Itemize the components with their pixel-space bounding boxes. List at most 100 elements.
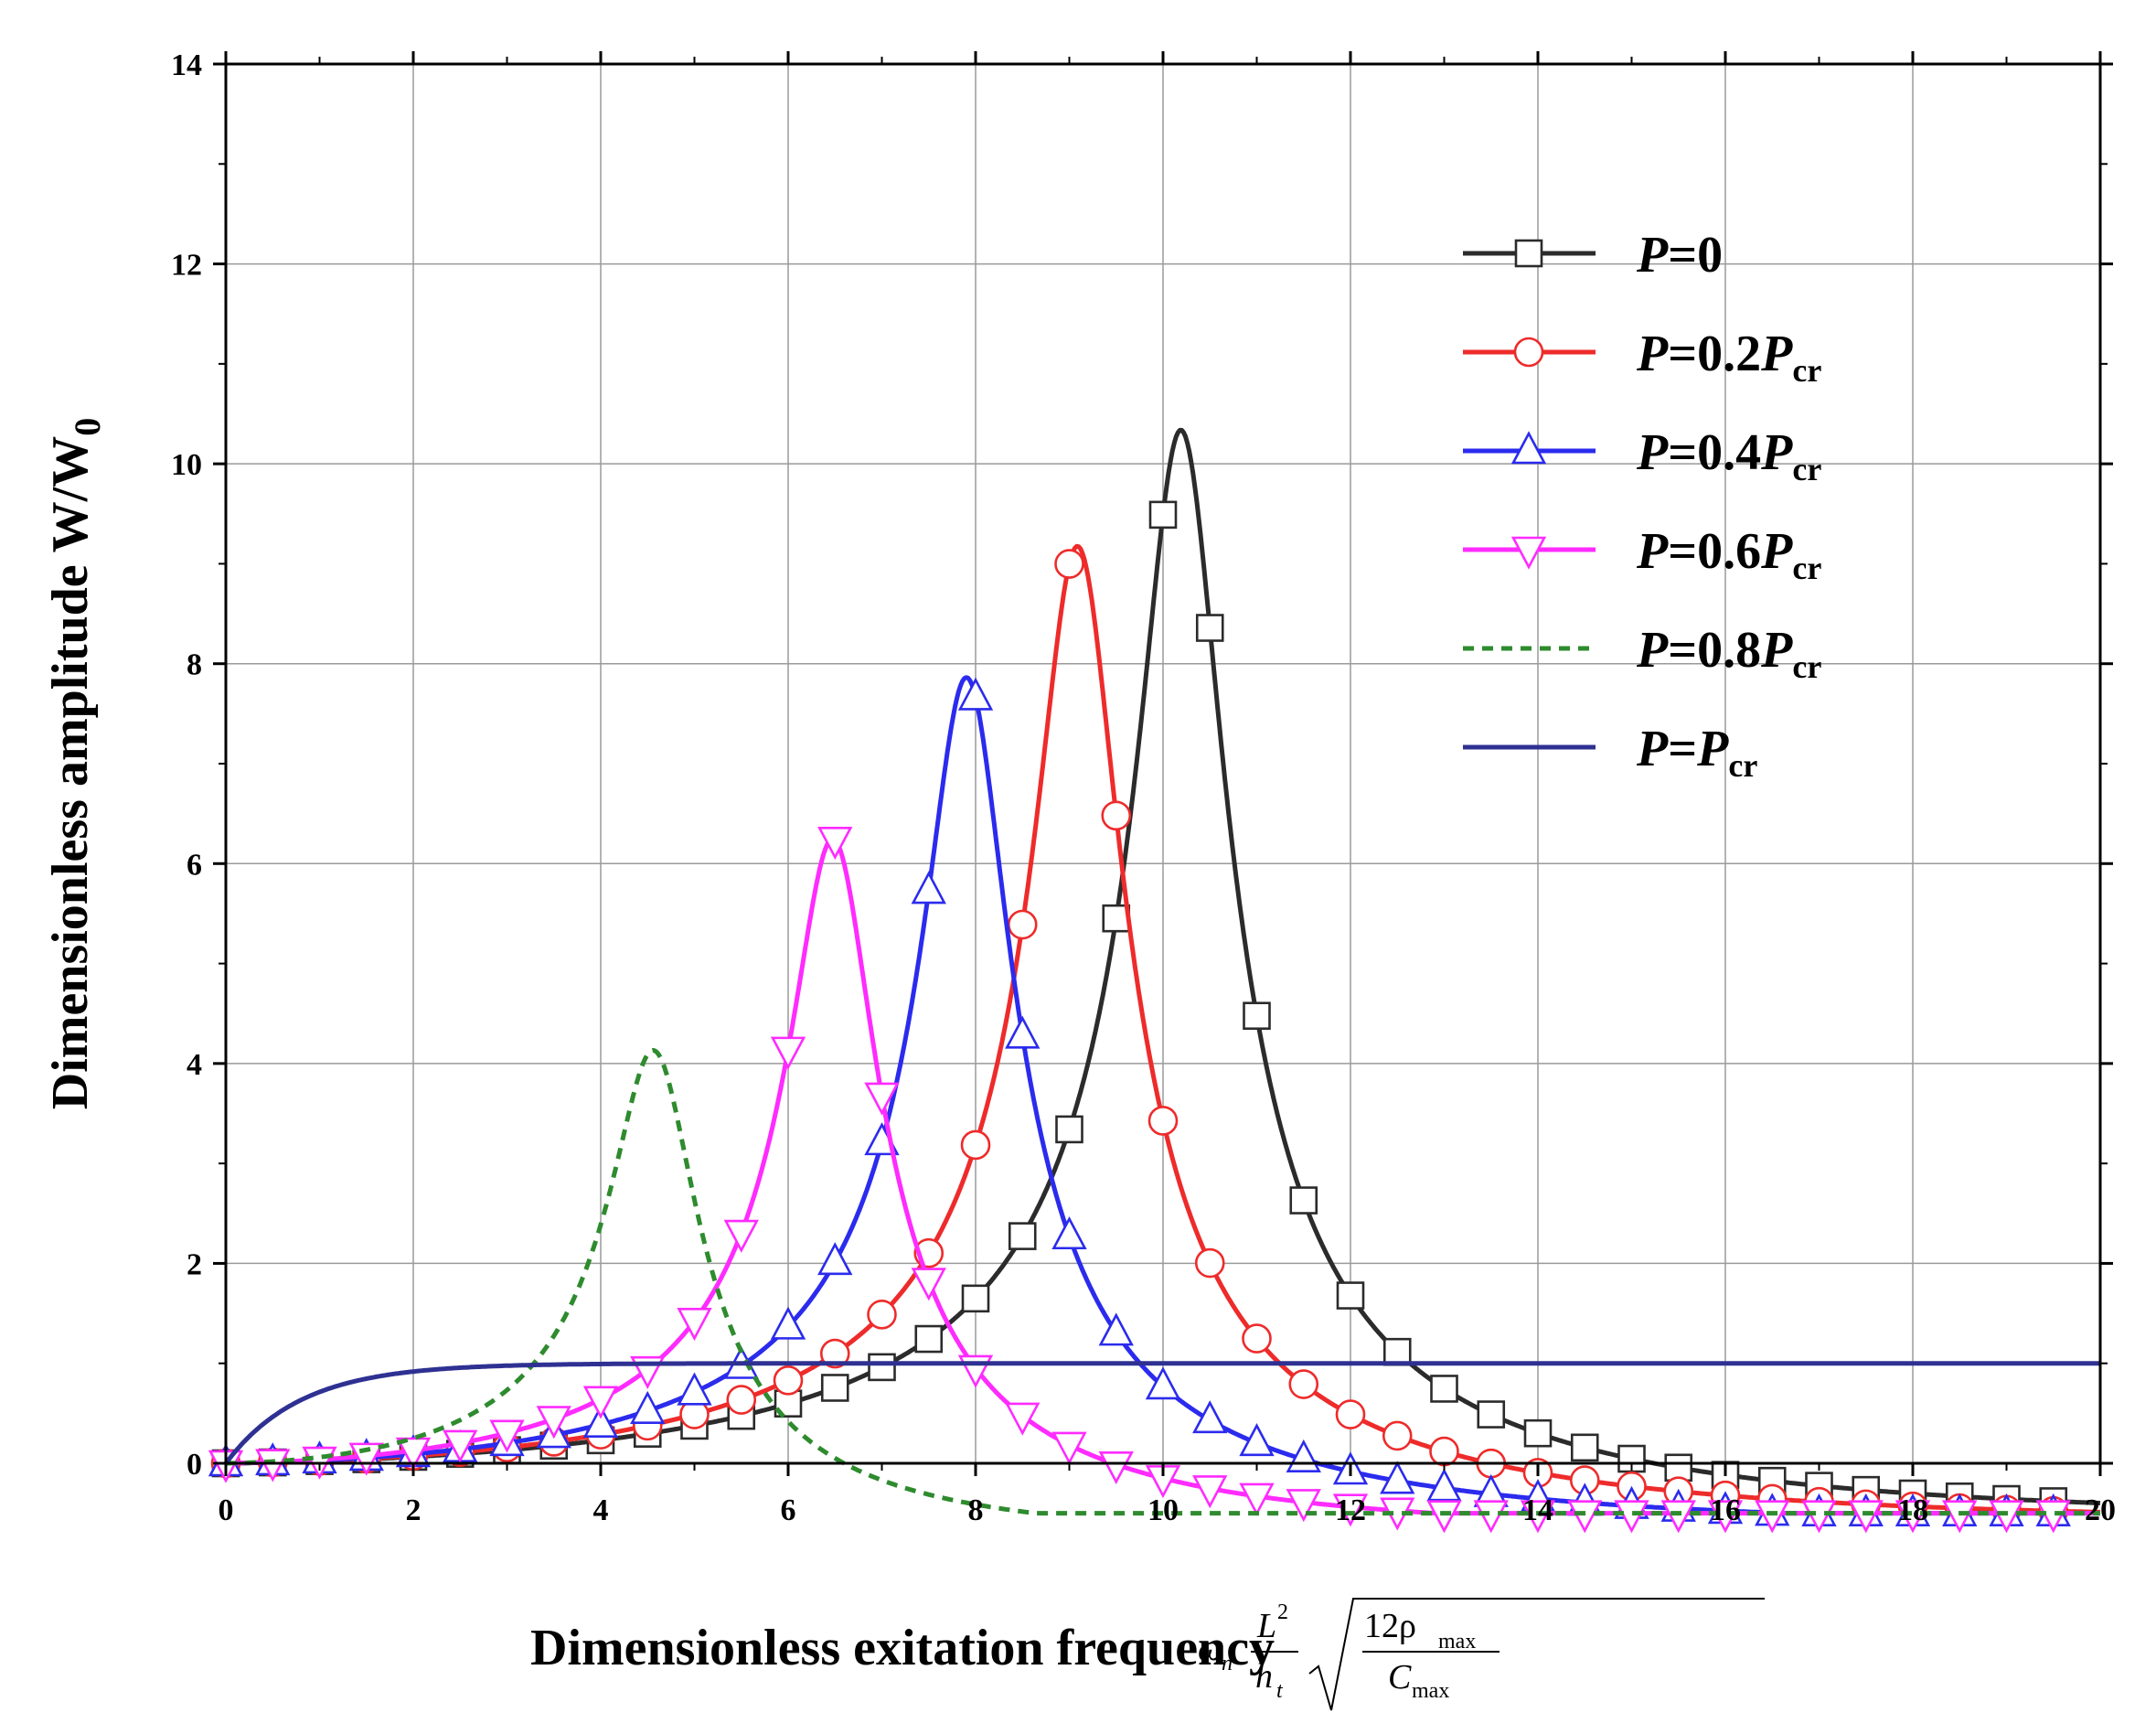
legend-item: P=0.2Pcr xyxy=(1463,326,1821,389)
data-point xyxy=(1005,1402,1041,1436)
data-point xyxy=(868,1353,896,1382)
data-point xyxy=(914,1324,944,1354)
x-tick-label: 6 xyxy=(781,1493,796,1527)
y-tick-label: 0 xyxy=(187,1448,202,1482)
data-point xyxy=(1055,1115,1083,1144)
legend-label: P=0.4Pcr xyxy=(1636,424,1821,487)
data-point xyxy=(773,1365,804,1396)
y-tick-label: 12 xyxy=(171,249,202,283)
x-tick-label: 16 xyxy=(1710,1493,1741,1527)
x-tick-label: 0 xyxy=(219,1493,234,1527)
data-point xyxy=(911,1268,946,1301)
data-point xyxy=(1895,1500,1931,1534)
axes: 0 2 4 6 8 10 12 14 16 18 20 0 2 4 6 8 10 12 14 xyxy=(171,48,2116,1527)
data-point xyxy=(1520,1500,1556,1534)
x-tick-label: 12 xyxy=(1335,1493,1366,1527)
data-point xyxy=(1051,1215,1087,1250)
data-point xyxy=(1332,1493,1369,1527)
series-line xyxy=(224,1361,2101,1465)
data-point xyxy=(582,1404,619,1438)
data-point xyxy=(1192,1400,1228,1434)
data-point xyxy=(1098,1450,1134,1485)
y-tick-label: 14 xyxy=(171,48,202,82)
data-point xyxy=(817,1242,853,1276)
data-point xyxy=(1755,1500,1790,1534)
legend-item: P=Pcr xyxy=(1463,721,1757,784)
data-point xyxy=(395,1437,432,1471)
svg-text:L: L xyxy=(1256,1607,1276,1645)
data-point xyxy=(2035,1500,2071,1534)
data-point xyxy=(1382,1420,1413,1451)
data-point xyxy=(1523,1418,1553,1448)
data-point xyxy=(1194,1247,1225,1279)
series-2 xyxy=(208,675,2101,1526)
data-point xyxy=(1848,1500,1884,1534)
legend: P=0 P=0.2Pcr P=0.4Pcr P=0.6Pcr P=0.8Pcr P=Pcr xyxy=(1463,227,1821,784)
data-point xyxy=(1664,1453,1693,1482)
legend-label: P=Pcr xyxy=(1636,721,1757,784)
series-0 xyxy=(211,427,2101,1515)
data-point xyxy=(770,1036,806,1070)
data-point xyxy=(1426,1500,1462,1534)
data-point xyxy=(1098,1312,1134,1346)
data-point xyxy=(1380,1461,1415,1494)
data-point xyxy=(1429,1436,1459,1467)
legend-marker xyxy=(1510,431,1547,465)
svg-text:t: t xyxy=(1276,1679,1284,1703)
data-point xyxy=(1570,1433,1599,1462)
data-point xyxy=(1051,1431,1087,1465)
data-point xyxy=(1707,1500,1744,1534)
svg-text:C: C xyxy=(1388,1658,1412,1697)
data-point xyxy=(960,1129,991,1161)
data-point xyxy=(817,827,853,861)
legend-marker xyxy=(1510,536,1547,570)
x-tick-label: 4 xyxy=(593,1493,609,1527)
x-tick-label: 2 xyxy=(406,1493,422,1527)
legend-item: P=0.4Pcr xyxy=(1463,424,1821,487)
x-tick-label: 20 xyxy=(2085,1493,2116,1527)
series-3 xyxy=(208,827,2101,1534)
data-point xyxy=(1430,1375,1458,1403)
data-point xyxy=(1101,800,1132,831)
data-point xyxy=(819,1338,850,1369)
svg-text:12ρ: 12ρ xyxy=(1364,1607,1416,1645)
y-tick-label: 6 xyxy=(187,848,202,882)
data-point xyxy=(489,1419,525,1453)
data-point xyxy=(1005,1015,1041,1049)
legend-label: P=0.6Pcr xyxy=(1636,523,1821,586)
x-tick-label: 14 xyxy=(1522,1493,1553,1527)
data-point xyxy=(1336,1281,1365,1310)
svg-text:n: n xyxy=(1222,1652,1233,1675)
data-point xyxy=(1145,1366,1181,1400)
legend-label: P=0.2Pcr xyxy=(1636,326,1821,389)
series-group xyxy=(208,427,2101,1534)
y-tick-label: 10 xyxy=(171,448,202,482)
data-point xyxy=(1382,1337,1412,1366)
series-line xyxy=(225,1047,2101,1516)
svg-text:max: max xyxy=(1438,1630,1476,1654)
data-point xyxy=(348,1442,384,1476)
data-point xyxy=(867,1300,897,1330)
legend-label: P=0.8Pcr xyxy=(1636,622,1821,685)
data-point xyxy=(1102,904,1131,933)
x-tick-label: 8 xyxy=(968,1493,984,1527)
data-point xyxy=(1192,1475,1228,1509)
data-point xyxy=(1942,1500,1978,1534)
data-point xyxy=(1148,500,1178,530)
data-point xyxy=(1473,1500,1509,1534)
y-axis-label: Dimensionless amplitude W/W0 xyxy=(42,418,108,1109)
data-point xyxy=(630,1390,666,1424)
data-point xyxy=(1243,1001,1271,1031)
svg-text:max: max xyxy=(1412,1679,1449,1703)
svg-text:ω: ω xyxy=(1198,1630,1222,1668)
data-point xyxy=(961,1284,990,1313)
data-point xyxy=(1614,1500,1649,1534)
series-4 xyxy=(225,1047,2101,1516)
data-point xyxy=(677,1372,712,1406)
x-tick-label: 10 xyxy=(1147,1493,1179,1527)
data-point xyxy=(911,871,946,904)
data-point xyxy=(582,1386,619,1419)
data-point xyxy=(1147,1106,1179,1136)
data-point xyxy=(1239,1482,1275,1516)
data-point xyxy=(1801,1500,1837,1534)
